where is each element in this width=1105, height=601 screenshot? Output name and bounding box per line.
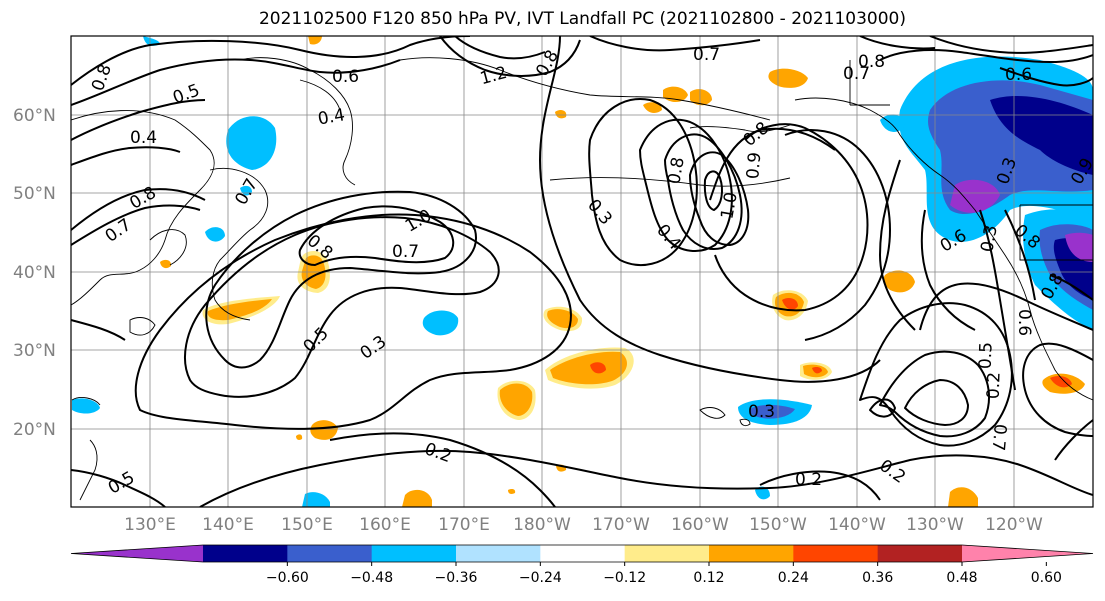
contour-label: 0.4 [130, 128, 157, 148]
contour-label: 0.7 [693, 45, 720, 65]
contour-label: 0.7 [988, 423, 1010, 452]
contour-label: 0.7 [392, 242, 419, 262]
lon-label: 120°W [985, 515, 1043, 535]
lon-label: 170°E [438, 515, 490, 535]
colorbar-segment [877, 545, 963, 562]
map-title: 2021102500 F120 850 hPa PV, IVT Landfall… [258, 9, 906, 29]
lon-label: 140°W [828, 515, 886, 535]
shading-layer [72, 36, 1093, 507]
contour-label: 1.0 [717, 191, 741, 221]
lon-label: 180°W [513, 515, 571, 535]
contour-label: 0.7 [843, 64, 870, 84]
colorbar-outline [70, 544, 1094, 563]
contour-label: 0.5 [976, 342, 997, 370]
colorbar-tick-label: 0.24 [778, 570, 809, 586]
lat-label: 60°N [13, 106, 56, 126]
contour-label: 0.6 [332, 67, 359, 87]
contour-label: 0.6 [1014, 309, 1034, 336]
contour-label: 0.8 [858, 52, 885, 72]
colorbar-segment [540, 545, 626, 562]
pv-contours [71, 36, 1093, 507]
colorbar-extend-min [71, 545, 203, 562]
lon-label: 160°E [359, 515, 411, 535]
colorbar-segment [203, 545, 288, 562]
lon-label: 170°W [592, 515, 650, 535]
colorbar-tick-label: −0.12 [603, 570, 646, 586]
colorbar-tick-label: −0.48 [350, 570, 393, 586]
colorbar-segment [371, 545, 457, 562]
colorbar-segment [793, 545, 879, 562]
colorbar-segment [287, 545, 373, 562]
contour-label: 0.8 [664, 156, 688, 186]
longitude-labels: 130°E 140°E 150°E 160°E 170°E 180°W 170°… [124, 515, 1043, 535]
colorbar-tick-label: −0.24 [519, 570, 562, 586]
lon-label: 160°W [671, 515, 729, 535]
colorbar-extend-max [962, 545, 1093, 562]
contour-label: 0.6 [1005, 65, 1032, 85]
contour-label: 0.2 [984, 372, 1005, 400]
graticule [71, 36, 1093, 507]
colorbar-segment [624, 545, 710, 562]
lat-label: 20°N [13, 420, 56, 440]
colorbar-tick-label: −0.60 [266, 570, 309, 586]
lon-label: 150°E [281, 515, 333, 535]
colorbar-tick-label: 0.48 [946, 570, 977, 586]
colorbar-tick-label: 0.60 [1031, 570, 1062, 586]
lon-label: 130°E [124, 515, 176, 535]
colorbar-segment [456, 545, 541, 562]
contour-label: 0.3 [977, 224, 1001, 254]
lat-label: 30°N [13, 341, 56, 361]
contour-label: 0.2 [795, 470, 822, 490]
colorbar-tick-label: 0.12 [693, 570, 724, 586]
contour-label: 0.4 [316, 105, 346, 129]
lat-label: 50°N [13, 184, 56, 204]
contour-label: 0.9 [743, 151, 765, 180]
colorbar-segment [709, 545, 794, 562]
lon-label: 150°W [749, 515, 807, 535]
map-plot-area: 0.7 0.8 0.6 0.5 1.2 0.8 0.7 0.8 0.6 0.4 … [71, 36, 1093, 507]
map-frame [70, 35, 1094, 508]
colorbar-tick-label: 0.36 [862, 570, 893, 586]
lon-label: 140°E [202, 515, 254, 535]
lat-label: 40°N [13, 263, 56, 283]
lon-label: 130°W [906, 515, 964, 535]
colorbar-tick-label: −0.36 [435, 570, 478, 586]
contour-label: 0.3 [748, 402, 775, 422]
latitude-labels: 60°N 50°N 40°N 30°N 20°N [13, 106, 56, 440]
colorbar: −0.60 −0.48 −0.36 −0.24 −0.12 0.12 0.24 0.36 0.4… [70, 544, 1094, 586]
